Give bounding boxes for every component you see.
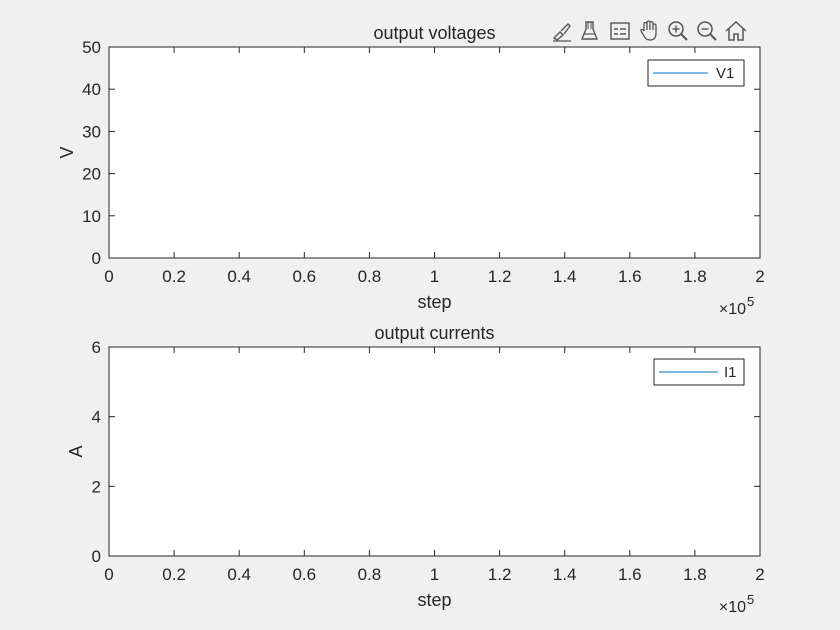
y-tick-label: 0: [92, 547, 101, 566]
x-tick-labels: 0 0.2 0.4 0.6 0.8 1 1.2 1.4 1.6 1.8 2: [104, 267, 764, 286]
exponent-base: ×10: [719, 599, 746, 616]
data-tips-button[interactable]: [577, 17, 605, 45]
x-tick-label: 1.4: [553, 267, 577, 286]
x-tick-label: 0.4: [227, 267, 251, 286]
legend-icon: [610, 22, 630, 40]
x-tick-label: 1: [430, 267, 439, 286]
y-tick-label: 0: [92, 249, 101, 268]
y-tick-label: 6: [92, 338, 101, 357]
x-tick-label: 1.2: [488, 565, 512, 584]
legend[interactable]: V1: [647, 59, 745, 87]
legend[interactable]: I1: [653, 358, 745, 386]
x-tick-label: 0: [104, 565, 113, 584]
exponent-power: 5: [747, 592, 754, 607]
y-tick-label: 10: [82, 207, 101, 226]
x-tick-label: 1.2: [488, 267, 512, 286]
x-axis-label: step: [417, 292, 451, 312]
x-tick-label: 0.6: [292, 565, 316, 584]
chart-title: output voltages: [373, 23, 495, 43]
legend-entry-i1: I1: [724, 364, 737, 381]
exponent-power: 5: [747, 294, 754, 309]
x-tick-label: 0: [104, 267, 113, 286]
legend-entry-v1: V1: [716, 65, 734, 82]
x-tick-label: 2: [755, 565, 764, 584]
chart-title: output currents: [374, 323, 494, 343]
exponent-base: ×10: [719, 301, 746, 318]
x-tick-label: 2: [755, 267, 764, 286]
axes-currents[interactable]: 0 0.2 0.4 0.6 0.8 1 1.2 1.4 1.6 1.8 2 0 2 4 6 output …: [66, 323, 765, 616]
x-axis-exponent: ×10 5: [719, 592, 754, 616]
axes-voltages[interactable]: 0 0.2 0.4 0.6 0.8 1 1.2 1.4 1.6 1.8 2 01020304050 …: [57, 23, 765, 318]
pan-hand-icon: [640, 20, 657, 41]
y-tick-labels: 0 10 20 30 40 50: [82, 38, 101, 268]
y-tick-label: 20: [82, 165, 101, 184]
y-tick-labels: 0 2 4 6: [92, 338, 101, 566]
x-tick-label: 0.2: [162, 565, 186, 584]
x-tick-label: 0.4: [227, 565, 251, 584]
x-tick-label: 1.8: [683, 565, 707, 584]
zoom-out-button[interactable]: [693, 17, 721, 45]
tick-marks: [108, 46, 761, 259]
x-tick-label: 1.4: [553, 565, 577, 584]
zoom-in-icon: [668, 21, 688, 41]
x-tick-label: 0.2: [162, 267, 186, 286]
x-axis-label: step: [417, 590, 451, 610]
legend-button[interactable]: [606, 17, 634, 45]
home-icon: [725, 20, 747, 41]
x-tick-label: 1.6: [618, 565, 642, 584]
x-tick-labels: 0 0.2 0.4 0.6 0.8 1 1.2 1.4 1.6 1.8 2: [104, 565, 764, 584]
x-tick-label: 1: [430, 565, 439, 584]
axes-toolbar: [548, 16, 750, 46]
pan-button[interactable]: [635, 17, 663, 45]
x-axis-exponent: ×10 5: [719, 294, 754, 318]
x-tick-label: 1.8: [683, 267, 707, 286]
x-tick-label: 0.8: [358, 267, 382, 286]
y-tick-label: 4: [92, 408, 101, 427]
data-tips-icon: [580, 21, 599, 40]
y-axis-label: V: [57, 146, 77, 158]
zoom-out-icon: [697, 21, 717, 41]
zoom-in-button[interactable]: [664, 17, 692, 45]
y-tick-label: 2: [92, 477, 101, 496]
x-tick-label: 0.8: [358, 565, 382, 584]
y-tick-label: 40: [82, 80, 101, 99]
y-tick-label: 30: [82, 122, 101, 141]
y-tick-label: 50: [82, 38, 101, 57]
tick-marks: [108, 346, 761, 557]
brush-button[interactable]: [548, 17, 576, 45]
home-button[interactable]: [722, 17, 750, 45]
y-axis-label: A: [66, 445, 86, 457]
brush-icon: [552, 23, 571, 42]
plot-area[interactable]: [108, 346, 761, 557]
x-tick-label: 0.6: [292, 267, 316, 286]
x-tick-label: 1.6: [618, 267, 642, 286]
